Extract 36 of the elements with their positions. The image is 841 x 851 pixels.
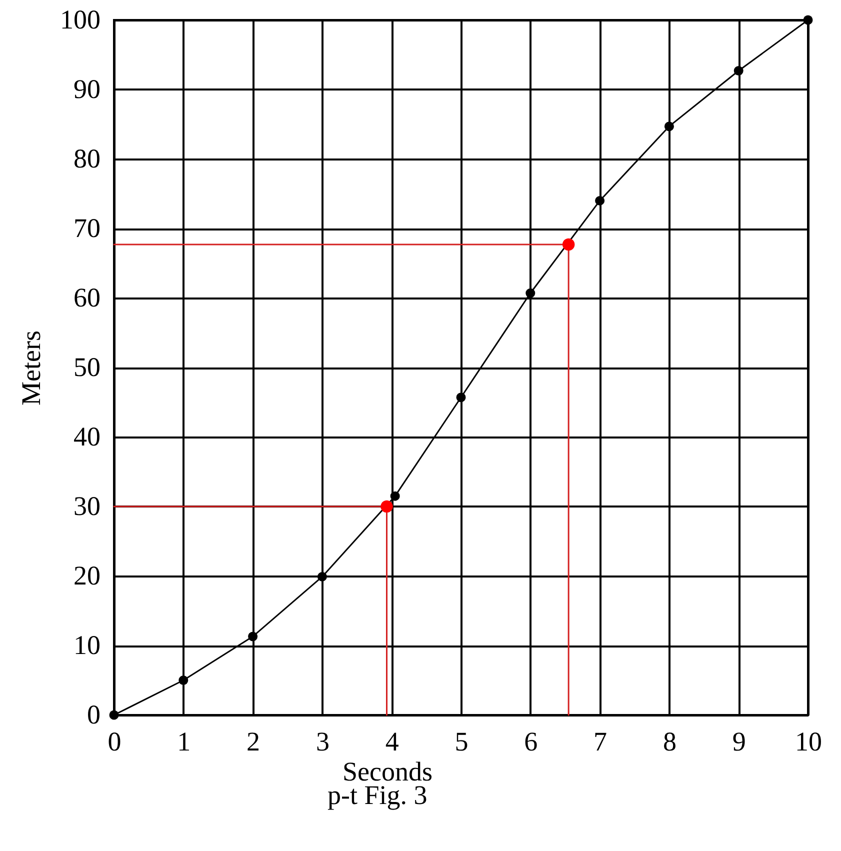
x-tick-label: 3 (316, 726, 330, 756)
x-tick-label: 5 (454, 726, 468, 756)
point (390, 491, 400, 501)
point (317, 572, 327, 582)
y-tick-label: 30 (74, 491, 100, 521)
y-tick-label: 0 (87, 700, 100, 730)
y-axis-title: Meters (16, 330, 46, 406)
point (456, 392, 466, 402)
point (734, 66, 744, 76)
x-tick-label: 8 (662, 726, 676, 756)
point (562, 238, 575, 251)
x-tick-label: 0 (108, 726, 122, 756)
x-tick-label: 2 (246, 726, 260, 756)
y-tick-label: 100 (60, 4, 100, 34)
point (526, 288, 536, 298)
x-tick-label: 1 (177, 726, 191, 756)
x-tick-label: 9 (732, 726, 746, 756)
x-tick-label: 10 (795, 726, 822, 756)
x-tick-label: 4 (385, 726, 400, 756)
y-tick-label: 70 (74, 213, 100, 243)
y-tick-label: 20 (74, 560, 100, 590)
x-tick-label: 6 (524, 726, 538, 756)
y-tick-label: 40 (74, 422, 100, 452)
point (803, 15, 813, 25)
point (248, 632, 258, 642)
x-tick-label: 7 (594, 726, 608, 756)
y-tick-label: 10 (74, 630, 100, 660)
point (178, 676, 188, 685)
point (109, 710, 119, 720)
y-tick-label: 60 (74, 282, 100, 312)
y-tick-label: 90 (74, 74, 100, 104)
y-tick-label: 80 (74, 144, 100, 174)
y-tick-label: 50 (74, 352, 100, 382)
point (664, 122, 674, 132)
point (595, 196, 605, 206)
point (380, 500, 393, 513)
